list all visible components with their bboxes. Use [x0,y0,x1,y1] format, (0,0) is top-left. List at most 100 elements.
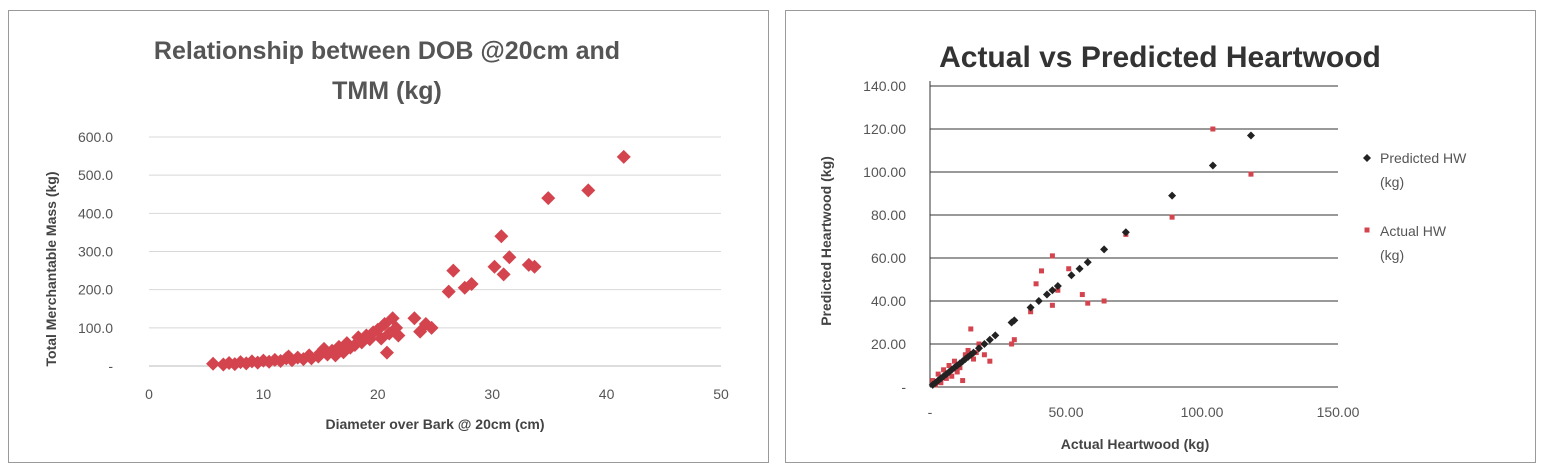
y-tick-label: 500.0 [78,167,113,183]
x-tick-label: 30 [484,386,500,402]
x-tick-label: 50.00 [1048,404,1083,420]
data-point-actual [1079,292,1085,298]
data-point-actual [987,358,993,364]
data-point [494,229,509,244]
data-point-predicted [1168,191,1177,200]
y-tick-label: 80.00 [871,207,906,223]
chart-title: Actual vs Predicted Heartwood [939,41,1381,74]
data-point-predicted [980,340,989,348]
chart-title: TMM (kg) [332,77,442,105]
y-tick-label: 300.0 [78,244,113,260]
data-point [496,267,511,282]
data-point [446,263,461,278]
data-point-predicted [1208,161,1217,170]
data-point-predicted [947,365,956,374]
legend-label-predicted: (kg) [1380,174,1404,190]
x-tick-label: 100.00 [1181,404,1224,420]
chart-dob-tmm: Relationship between DOB @20cm and TMM (k… [43,37,729,432]
data-point-predicted [1083,258,1092,267]
legend-marker-actual [1364,227,1370,233]
data-point-predicted [1048,286,1057,295]
data-point-predicted [1100,245,1109,254]
y-tick-label: 120.00 [863,121,906,137]
x-tick-label: 10 [256,386,272,402]
data-point-actual [960,378,966,384]
data-point-actual [1049,253,1055,259]
data-point-actual [951,358,957,364]
data-point-actual [971,356,977,362]
data-point [541,191,556,206]
data-point [391,328,406,343]
data-point-predicted [958,357,967,366]
y-tick-label: - [901,379,906,395]
chart-panel-heartwood: Actual vs Predicted Heartwood - 20.00 40.00… [785,10,1536,463]
data-point-actual [1049,302,1055,308]
data-point [206,356,221,371]
y-tick-label: 200.0 [78,282,113,298]
data-point [581,183,596,198]
data-point-actual [938,380,944,386]
data-point-actual [954,369,960,375]
x-tick-label: 50 [713,386,729,402]
y-axis-title: Total Merchantable Mass (kg) [43,171,59,366]
data-point-actual [1066,266,1072,272]
data-point-actual [1169,214,1175,220]
data-point [527,259,542,274]
data-point-predicted [1067,271,1076,280]
data-point-actual [981,352,987,358]
data-point [441,284,456,299]
data-point-actual [941,367,947,373]
data-point-actual [1028,309,1034,315]
data-point-predicted [934,376,943,385]
x-tick-label: 150.00 [1317,404,1360,420]
data-point-predicted [974,344,983,353]
data-point-predicted [1026,303,1035,312]
data-point [464,276,479,291]
data-point-predicted [991,331,1000,340]
data-point [487,259,502,274]
data-point-actual [968,326,974,332]
x-tick-label: - [928,404,933,420]
data-point-predicted [969,348,978,357]
data-point [502,250,517,265]
data-point-actual [946,363,952,368]
y-tick-label: 400.0 [78,205,113,221]
x-axis-title: Actual Heartwood (kg) [1061,436,1210,452]
y-tick-label: 20.00 [871,336,906,352]
y-tick-label: 60.00 [871,250,906,266]
x-tick-label: 0 [145,386,153,402]
data-point-actual [976,341,982,347]
x-axis-title: Diameter over Bark @ 20cm (cm) [325,416,544,432]
chart-title: Relationship between DOB @20cm and [154,37,620,65]
y-tick-label: - [108,358,113,374]
data-point-actual [1210,126,1216,132]
y-tick-label: 40.00 [871,293,906,309]
data-point-predicted [1034,297,1043,305]
data-point-predicted [1010,316,1019,325]
data-point-actual [1011,337,1017,343]
data-point [424,320,439,335]
y-tick-label: 140.00 [863,78,906,94]
legend-label-predicted: Predicted HW [1380,150,1467,166]
data-point-actual [943,375,949,381]
data-point-actual [1085,300,1091,306]
x-tick-label: 40 [599,386,615,402]
data-point-predicted [1121,228,1130,237]
data-point-actual [935,371,941,377]
data-point-predicted [964,352,973,361]
y-axis-title: Predicted Heartwood (kg) [818,156,834,326]
data-point-predicted [953,361,962,370]
legend-label-actual: (kg) [1380,247,1404,263]
data-point-actual [965,347,971,353]
data-point-actual [957,365,963,371]
legend-marker-predicted [1363,154,1371,162]
chart-panel-dob-tmm: Relationship between DOB @20cm and TMM (k… [8,10,769,463]
y-tick-label: 100.00 [863,164,906,180]
data-point-actual [1039,268,1045,274]
data-point [616,149,631,164]
legend-label-actual: Actual HW [1380,223,1447,239]
data-point-actual [949,373,955,379]
data-point-predicted [1042,290,1051,299]
data-point-actual [1055,287,1061,293]
data-point-predicted [1246,131,1255,140]
